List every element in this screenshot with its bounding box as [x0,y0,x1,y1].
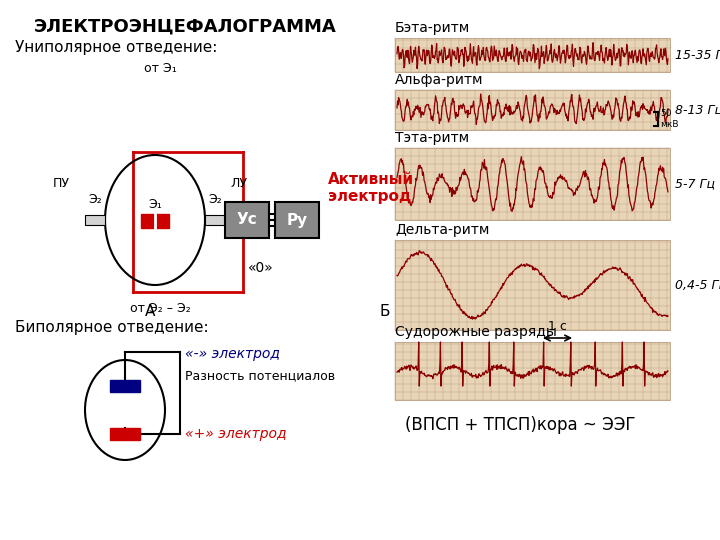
Text: Униполярное отведение:: Униполярное отведение: [15,40,217,55]
Bar [395,342,670,400]
Text: 5-7 Гц: 5-7 Гц [675,178,715,191]
Bar [395,38,670,72]
Text: А: А [145,305,156,320]
Text: Ру: Ру [287,213,307,227]
Bar [205,215,225,225]
Text: Разность потенциалов: Разность потенциалов [185,369,335,382]
FancyBboxPatch shape [275,202,319,238]
Text: Ус: Ус [237,213,257,227]
Bar [395,90,670,130]
Text: «+» электрод: «+» электрод [185,427,287,441]
Text: «0»: «0» [248,261,274,275]
Text: 50
мкВ: 50 мкВ [660,109,678,129]
Text: Б: Б [379,305,390,320]
Bar [395,240,670,330]
Text: Судорожные разряды: Судорожные разряды [395,325,557,339]
Text: Э₁: Э₁ [148,198,162,211]
Text: Дельта-ритм: Дельта-ритм [395,223,490,237]
Bar [110,380,140,392]
Text: Бэта-ритм: Бэта-ритм [395,21,470,35]
Text: ЛУ: ЛУ [230,177,247,190]
Text: 8-13 Гц: 8-13 Гц [675,104,720,117]
Text: Активный
электрод: Активный электрод [328,172,414,204]
Text: 15-35 Гц: 15-35 Гц [675,49,720,62]
Text: Биполярное отведение:: Биполярное отведение: [15,320,209,335]
Text: 1 с: 1 с [548,320,567,333]
Bar [141,214,169,228]
Text: от Э₂ – Э₂: от Э₂ – Э₂ [130,302,190,315]
Text: Альфа-ритм: Альфа-ритм [395,73,484,87]
Text: Э₂: Э₂ [208,193,222,206]
Text: Э₂: Э₂ [88,193,102,206]
Bar [85,215,105,225]
Text: ЭЛЕКТРОЭНЦЕФАЛОГРАММА: ЭЛЕКТРОЭНЦЕФАЛОГРАММА [34,18,336,36]
Text: от Э₁: от Э₁ [143,62,176,75]
Text: 0,4-5 Гц: 0,4-5 Гц [675,279,720,292]
Text: ПУ: ПУ [53,177,70,190]
Bar [395,148,670,220]
Text: «-» электрод: «-» электрод [185,347,280,361]
FancyBboxPatch shape [225,202,269,238]
Text: Тэта-ритм: Тэта-ритм [395,131,469,145]
Bar [110,428,140,440]
Text: (ВПСП + ТПСП)кора ~ ЭЭГ: (ВПСП + ТПСП)кора ~ ЭЭГ [405,416,635,434]
